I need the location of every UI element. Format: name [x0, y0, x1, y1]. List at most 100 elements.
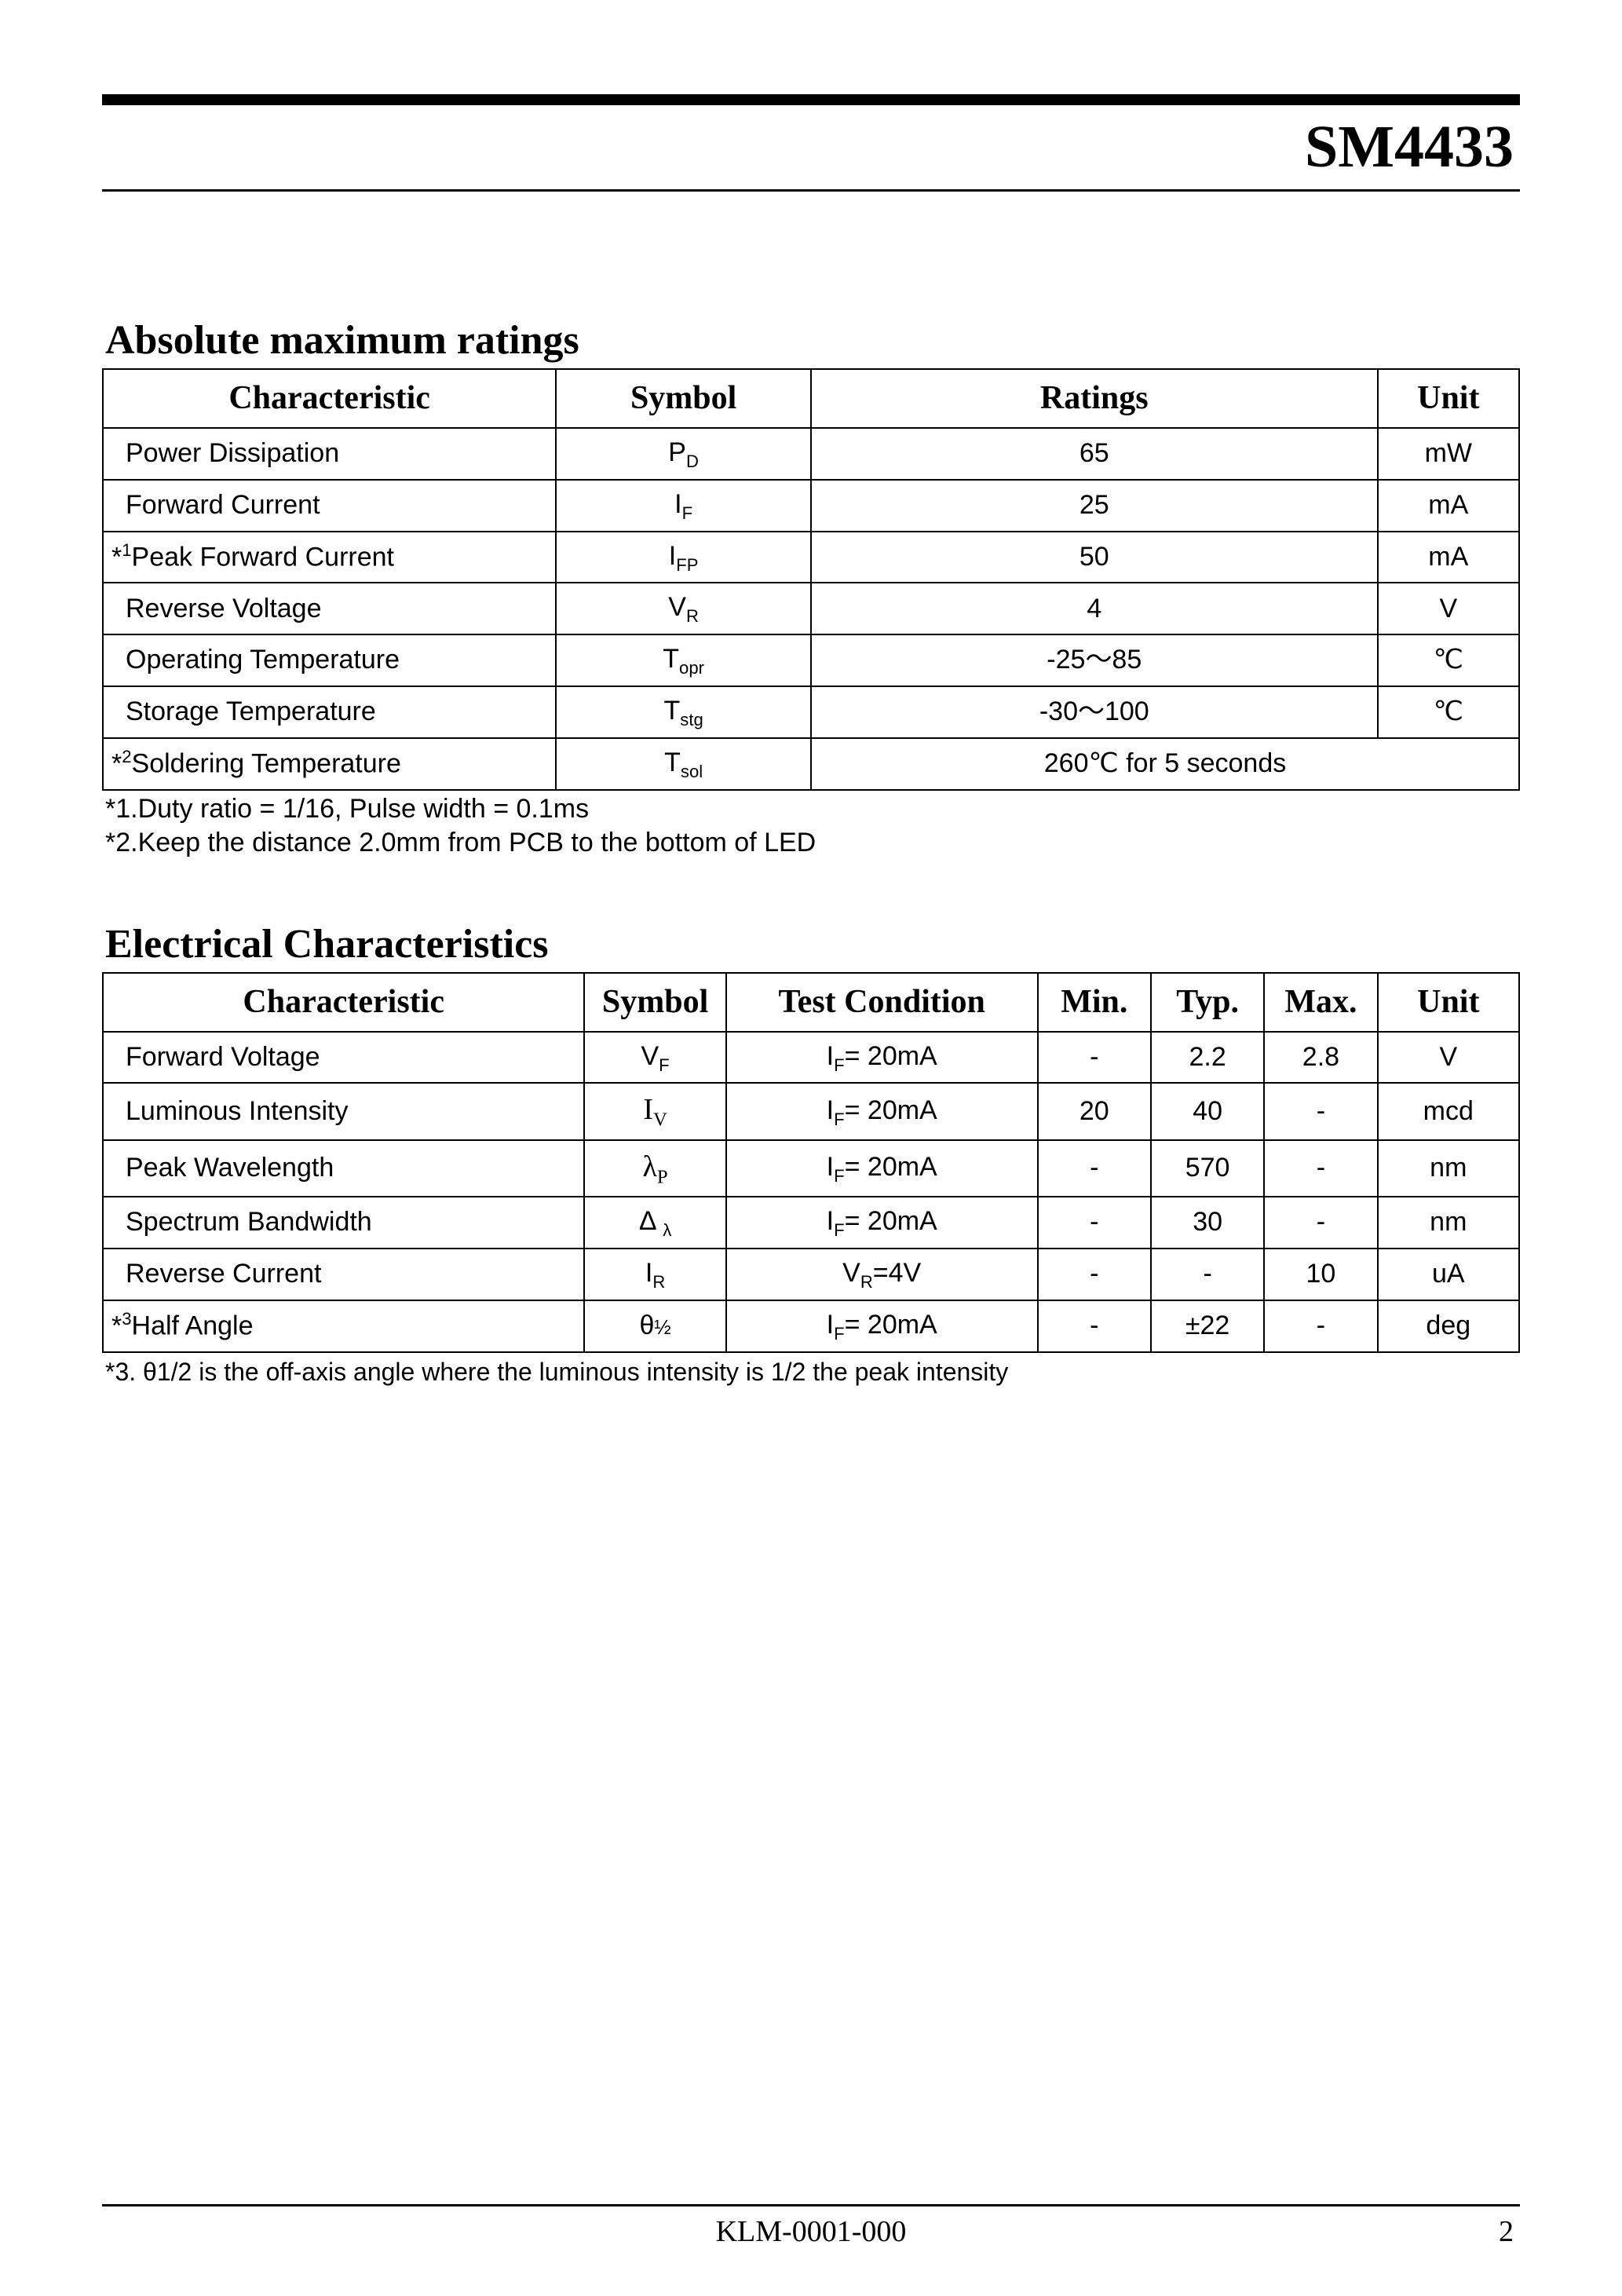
ec-unit: V: [1378, 1032, 1519, 1084]
ec-max: -: [1264, 1300, 1377, 1352]
ec-max: -: [1264, 1083, 1377, 1139]
amr-characteristic: *2Soldering Temperature: [103, 738, 556, 790]
ec-characteristic: *3Half Angle: [103, 1300, 584, 1352]
ec-note3: *3. θ1/2 is the off-axis angle where the…: [105, 1358, 1520, 1387]
part-number: SM4433: [1305, 114, 1514, 180]
amr-rating: 260℃ for 5 seconds: [811, 738, 1519, 790]
amr-symbol: Tstg: [556, 686, 811, 738]
ec-symbol: IR: [584, 1249, 725, 1300]
ec-symbol: Δ λ: [584, 1197, 725, 1249]
amr-characteristic: Storage Temperature: [103, 686, 556, 738]
table-row: Luminous IntensityIVIF= 20mA2040-mcd: [103, 1083, 1519, 1139]
amr-symbol: VR: [556, 583, 811, 634]
ec-typ: 40: [1151, 1083, 1264, 1139]
amr-rating: -25～85: [811, 634, 1378, 686]
ec-symbol: VF: [584, 1032, 725, 1084]
ec-condition: IF= 20mA: [726, 1197, 1038, 1249]
ec-condition: IF= 20mA: [726, 1032, 1038, 1084]
amr-rating: 65: [811, 428, 1378, 480]
table-row: Reverse VoltageVR4V: [103, 583, 1519, 634]
amr-rating: 4: [811, 583, 1378, 634]
amr-unit: ℃: [1378, 634, 1519, 686]
amr-heading: Absolute maximum ratings: [105, 317, 1520, 364]
ec-typ: 570: [1151, 1140, 1264, 1197]
ec-min: -: [1038, 1249, 1151, 1300]
ec-condition: IF= 20mA: [726, 1300, 1038, 1352]
ec-characteristic: Peak Wavelength: [103, 1140, 584, 1197]
ec-symbol: θ½: [584, 1300, 725, 1352]
table-row: *3Half Angleθ½IF= 20mA-±22-deg: [103, 1300, 1519, 1352]
table-row: Forward CurrentIF25mA: [103, 480, 1519, 532]
ec-characteristic: Forward Voltage: [103, 1032, 584, 1084]
amr-unit: ℃: [1378, 686, 1519, 738]
ec-col-header: Typ.: [1151, 973, 1264, 1032]
ec-col-header: Unit: [1378, 973, 1519, 1032]
ec-min: -: [1038, 1032, 1151, 1084]
footer-page: 2: [1499, 2214, 1514, 2249]
ec-max: 2.8: [1264, 1032, 1377, 1084]
amr-characteristic: Operating Temperature: [103, 634, 556, 686]
amr-unit: mW: [1378, 428, 1519, 480]
amr-note: *2.Keep the distance 2.0mm from PCB to t…: [105, 828, 1520, 858]
ec-unit: nm: [1378, 1197, 1519, 1249]
ec-typ: -: [1151, 1249, 1264, 1300]
amr-table: CharacteristicSymbolRatingsUnit Power Di…: [102, 368, 1520, 791]
ec-col-header: Symbol: [584, 973, 725, 1032]
ec-col-header: Max.: [1264, 973, 1377, 1032]
amr-unit: mA: [1378, 480, 1519, 532]
amr-col-header: Characteristic: [103, 369, 556, 428]
amr-symbol: PD: [556, 428, 811, 480]
ec-max: 10: [1264, 1249, 1377, 1300]
amr-symbol: Tsol: [556, 738, 811, 790]
table-row: *1Peak Forward CurrentIFP50mA: [103, 532, 1519, 583]
amr-rating: -30～100: [811, 686, 1378, 738]
ec-unit: deg: [1378, 1300, 1519, 1352]
table-row: Operating TemperatureTopr-25～85℃: [103, 634, 1519, 686]
ec-min: -: [1038, 1300, 1151, 1352]
amr-notes: *1.Duty ratio = 1/16, Pulse width = 0.1m…: [102, 794, 1520, 858]
ec-condition: IF= 20mA: [726, 1140, 1038, 1197]
table-row: *2Soldering TemperatureTsol260℃ for 5 se…: [103, 738, 1519, 790]
footer: KLM-0001-000 2: [102, 2204, 1520, 2249]
ec-unit: nm: [1378, 1140, 1519, 1197]
ec-symbol: λP: [584, 1140, 725, 1197]
ec-unit: uA: [1378, 1249, 1519, 1300]
header-row: SM4433: [102, 110, 1520, 192]
ec-min: -: [1038, 1197, 1151, 1249]
amr-col-header: Ratings: [811, 369, 1378, 428]
amr-note: *1.Duty ratio = 1/16, Pulse width = 0.1m…: [105, 794, 1520, 824]
amr-rating: 50: [811, 532, 1378, 583]
table-row: Forward VoltageVFIF= 20mA-2.22.8V: [103, 1032, 1519, 1084]
table-row: Peak WavelengthλPIF= 20mA-570-nm: [103, 1140, 1519, 1197]
table-row: Power DissipationPD65mW: [103, 428, 1519, 480]
ec-heading: Electrical Characteristics: [105, 921, 1520, 967]
ec-condition: IF= 20mA: [726, 1083, 1038, 1139]
table-row: Storage TemperatureTstg-30～100℃: [103, 686, 1519, 738]
amr-characteristic: Reverse Voltage: [103, 583, 556, 634]
ec-characteristic: Luminous Intensity: [103, 1083, 584, 1139]
ec-symbol: IV: [584, 1083, 725, 1139]
amr-unit: mA: [1378, 532, 1519, 583]
ec-characteristic: Reverse Current: [103, 1249, 584, 1300]
ec-max: -: [1264, 1197, 1377, 1249]
amr-characteristic: *1Peak Forward Current: [103, 532, 556, 583]
ec-typ: 30: [1151, 1197, 1264, 1249]
amr-symbol: IFP: [556, 532, 811, 583]
ec-typ: 2.2: [1151, 1032, 1264, 1084]
ec-unit: mcd: [1378, 1083, 1519, 1139]
ec-condition: VR=4V: [726, 1249, 1038, 1300]
ec-max: -: [1264, 1140, 1377, 1197]
amr-symbol: Topr: [556, 634, 811, 686]
ec-characteristic: Spectrum Bandwidth: [103, 1197, 584, 1249]
amr-unit: V: [1378, 583, 1519, 634]
ec-col-header: Test Condition: [726, 973, 1038, 1032]
ec-col-header: Min.: [1038, 973, 1151, 1032]
ec-min: 20: [1038, 1083, 1151, 1139]
footer-doc: KLM-0001-000: [716, 2214, 907, 2249]
amr-col-header: Unit: [1378, 369, 1519, 428]
amr-rating: 25: [811, 480, 1378, 532]
ec-col-header: Characteristic: [103, 973, 584, 1032]
ec-min: -: [1038, 1140, 1151, 1197]
ec-table: CharacteristicSymbolTest ConditionMin.Ty…: [102, 972, 1520, 1353]
table-row: Spectrum BandwidthΔ λIF= 20mA-30-nm: [103, 1197, 1519, 1249]
